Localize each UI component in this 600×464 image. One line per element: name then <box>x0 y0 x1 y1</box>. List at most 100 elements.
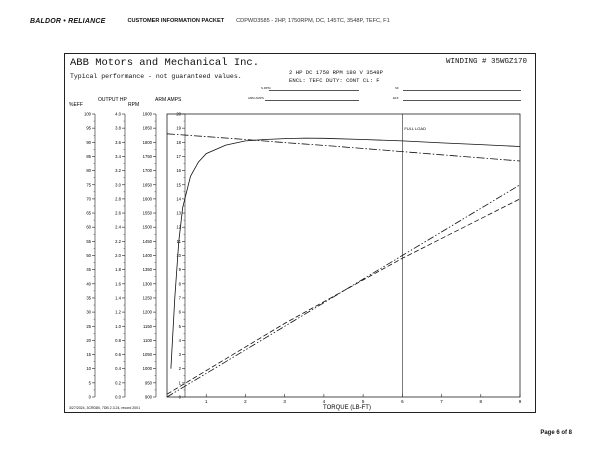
y-tick-label-hp: 3.2 <box>115 168 121 173</box>
y-tick-label-amps: 1 <box>179 380 182 385</box>
form-blank-arm-amps <box>265 100 359 101</box>
y-tick-label-hp: 1.6 <box>115 281 121 286</box>
axis-header-amps: ARM AMPS <box>155 97 182 103</box>
y-tick-label-rpm: 1400 <box>143 253 153 258</box>
form-label-srpm: S.RPM <box>261 86 271 90</box>
y-tick-label-amps: 0 <box>179 395 182 400</box>
y-tick-label-eff: 35 <box>86 295 91 300</box>
x-tick-label: 6 <box>401 399 404 404</box>
y-tick-label-eff: 60 <box>86 225 91 230</box>
form-label-sf: SF <box>395 86 399 90</box>
x-tick-label: 2 <box>244 399 247 404</box>
y-tick-label-eff: 95 <box>86 126 91 131</box>
y-tick-label-rpm: 1900 <box>143 112 153 117</box>
y-tick-label-rpm: 1650 <box>143 182 153 187</box>
y-tick-label-eff: 0 <box>89 395 92 400</box>
full-load-label: FULL LOAD <box>404 126 426 131</box>
axis-header-hp: OUTPUT HP <box>98 97 127 103</box>
y-tick-label-hp: 2.4 <box>115 225 121 230</box>
y-tick-label-hp: 2.8 <box>115 196 121 201</box>
y-tick-label-rpm: 1100 <box>143 338 153 343</box>
series-line-eff <box>170 137 521 369</box>
x-tick-label: 8 <box>480 399 483 404</box>
y-tick-label-eff: 25 <box>86 324 91 329</box>
x-axis-label: TORQUE (LB-FT) <box>323 405 371 411</box>
document-title: CUSTOMER INFORMATION PACKET <box>127 18 225 24</box>
performance-chart: %EFF OUTPUT HP RPM ARM AMPS TORQUE (LB-F… <box>69 97 522 411</box>
y-tick-label-hp: 0.2 <box>115 380 121 385</box>
form-blank-srpm <box>269 90 359 91</box>
page-number: Page 6 of 8 <box>540 430 572 436</box>
y-tick-label-amps: 9 <box>179 267 182 272</box>
y-tick-label-hp: 3.8 <box>115 126 121 131</box>
y-tick-label-hp: 0.4 <box>115 366 121 371</box>
y-tick-label-amps: 10 <box>176 253 181 258</box>
y-tick-label-eff: 10 <box>86 366 91 371</box>
y-tick-label-rpm: 1300 <box>143 281 153 286</box>
y-tick-label-rpm: 1050 <box>143 352 153 357</box>
y-tick-label-amps: 6 <box>179 310 182 315</box>
y-tick-label-hp: 3.0 <box>115 182 121 187</box>
y-tick-label-rpm: 1500 <box>143 225 153 230</box>
company-name: ABB Motors and Mechanical Inc. <box>70 57 260 69</box>
y-tick-label-amps: 16 <box>176 168 181 173</box>
y-tick-label-eff: 65 <box>86 211 91 216</box>
y-tick-label-rpm: 1350 <box>143 267 153 272</box>
y-tick-label-hp: 1.8 <box>115 267 121 272</box>
y-tick-label-rpm: 1550 <box>143 211 153 216</box>
y-tick-label-amps: 19 <box>176 126 181 131</box>
performance-sheet: ABB Motors and Mechanical Inc. WINDING #… <box>64 53 536 413</box>
y-tick-label-amps: 8 <box>179 281 182 286</box>
plot-area-border <box>166 113 521 398</box>
y-tick-label-eff: 15 <box>86 352 91 357</box>
y-tick-label-hp: 1.0 <box>115 324 121 329</box>
y-tick-label-amps: 15 <box>176 182 181 187</box>
y-tick-label-eff: 30 <box>86 310 91 315</box>
y-tick-label-rpm: 1750 <box>143 154 153 159</box>
axis-header-rpm: RPM <box>128 102 139 108</box>
winding-number: WINDING # 35WGZ170 <box>445 58 527 66</box>
product-description: CDPWD3585 - 2HP, 1750RPM, DC, 145TC, 354… <box>236 18 390 24</box>
x-tick-label: 5 <box>362 399 365 404</box>
y-tick-label-hp: 2.6 <box>115 211 121 216</box>
y-tick-label-amps: 20 <box>176 112 181 117</box>
y-tick-label-amps: 5 <box>179 324 182 329</box>
y-tick-label-amps: 17 <box>176 154 181 159</box>
y-tick-label-rpm: 1150 <box>143 324 153 329</box>
disclaimer: Typical performance - not guaranteed val… <box>70 73 242 80</box>
rating-line: 2 HP DC 1750 RPM 180 V 3548P <box>289 69 383 76</box>
axis-header-eff: %EFF <box>69 102 83 108</box>
x-tick-label: 3 <box>283 399 286 404</box>
y-tick-label-hp: 3.4 <box>115 154 121 159</box>
y-tick-label-hp: 4.0 <box>115 112 121 117</box>
y-tick-label-rpm: 900 <box>145 395 153 400</box>
y-tick-label-eff: 100 <box>84 112 92 117</box>
y-tick-label-rpm: 1450 <box>143 239 153 244</box>
y-tick-label-hp: 2.0 <box>115 253 121 258</box>
series-line-rpm <box>166 133 521 162</box>
y-tick-label-amps: 7 <box>179 295 182 300</box>
y-tick-label-eff: 40 <box>86 281 91 286</box>
y-tick-label-eff: 20 <box>86 338 91 343</box>
x-tick-label: 7 <box>440 399 443 404</box>
y-tick-label-hp: 1.4 <box>115 295 121 300</box>
x-tick-label: 9 <box>519 399 522 404</box>
series-line-amps <box>166 198 521 395</box>
brand-logo: BALDOR • RELIANCE <box>30 17 106 25</box>
y-tick-label-rpm: 1850 <box>143 126 153 131</box>
y-tick-label-hp: 0.8 <box>115 338 121 343</box>
y-tick-label-hp: 2.2 <box>115 239 121 244</box>
y-tick-label-hp: 0.6 <box>115 352 121 357</box>
y-tick-label-rpm: 1600 <box>143 196 153 201</box>
y-tick-label-hp: 3.6 <box>115 140 121 145</box>
form-blank-eff <box>403 100 521 101</box>
y-tick-label-amps: 18 <box>176 140 181 145</box>
y-tick-label-rpm: 1800 <box>143 140 153 145</box>
x-tick-label: 1 <box>205 399 208 404</box>
y-tick-label-amps: 12 <box>176 225 181 230</box>
y-tick-label-amps: 3 <box>179 352 182 357</box>
y-tick-label-eff: 90 <box>86 140 91 145</box>
y-tick-label-eff: 50 <box>86 253 91 258</box>
y-tick-label-amps: 13 <box>176 211 181 216</box>
y-tick-label-eff: 85 <box>86 154 91 159</box>
